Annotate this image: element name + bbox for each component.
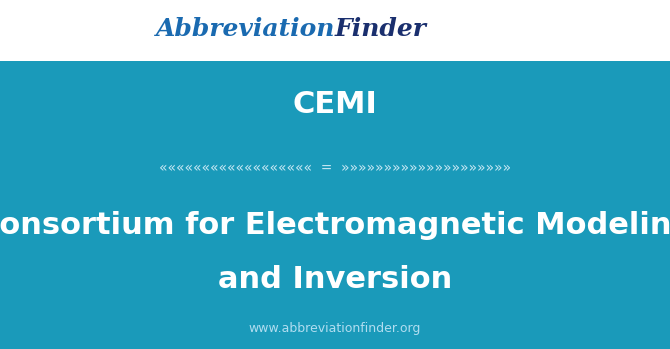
Text: ««««««««««««««««««  =  »»»»»»»»»»»»»»»»»»»»: «««««««««««««««««« = »»»»»»»»»»»»»»»»»»»… <box>159 161 511 174</box>
Text: and Inversion: and Inversion <box>218 265 452 295</box>
Text: Abbreviation: Abbreviation <box>155 17 335 41</box>
FancyBboxPatch shape <box>0 61 670 349</box>
Text: CEMI: CEMI <box>293 90 377 119</box>
Text: Finder: Finder <box>335 17 427 41</box>
Text: www.abbreviationfinder.org: www.abbreviationfinder.org <box>249 322 421 335</box>
Text: Consortium for Electromagnetic Modeling: Consortium for Electromagnetic Modeling <box>0 211 670 240</box>
